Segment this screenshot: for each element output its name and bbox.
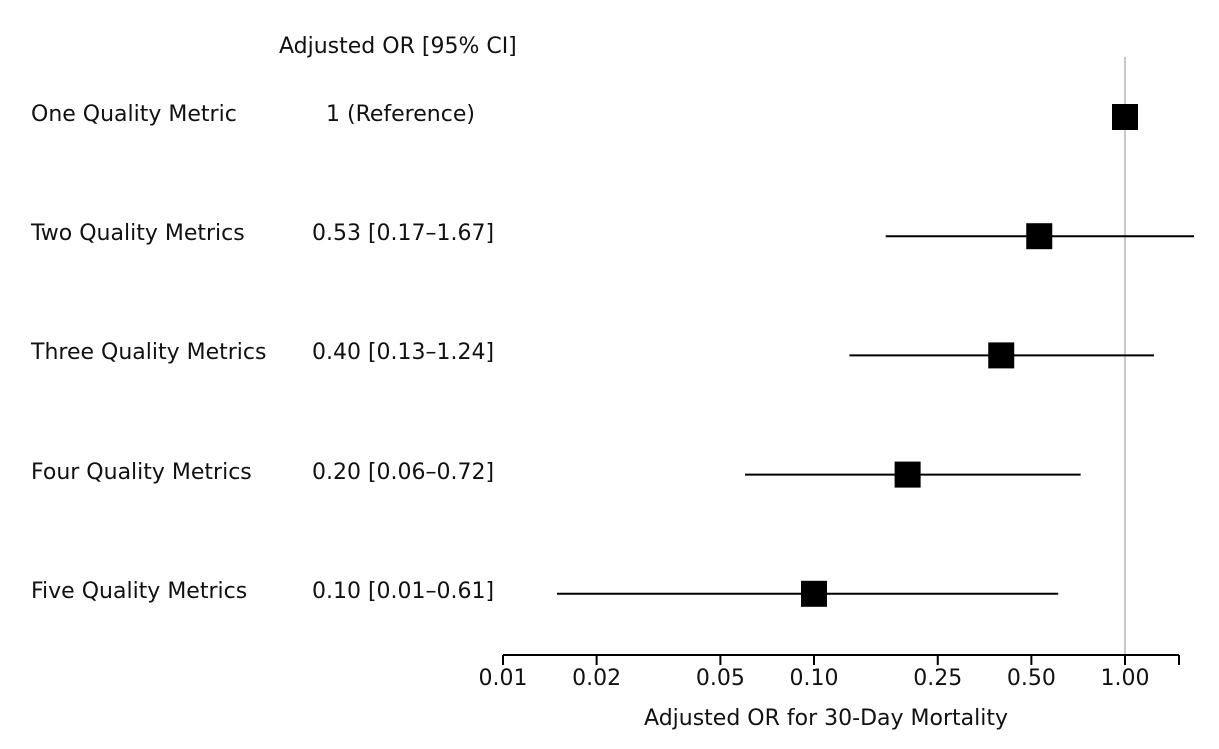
x-tick-label: 0.05 [696,666,745,691]
x-tick-label: 0.10 [790,666,839,691]
row-estimate: 0.53 [0.17–1.67] [312,221,495,247]
or-marker [1026,223,1053,250]
row-estimate: 0.10 [0.01–0.61] [312,578,495,604]
row-estimate: 0.20 [0.06–0.72] [312,459,495,485]
or-marker [801,580,827,607]
row-estimate: 0.40 [0.13–1.24] [312,340,495,366]
or-marker [1112,104,1138,130]
x-tick-label: 0.01 [479,666,528,691]
x-tick-label: 0.50 [1007,666,1056,691]
row-estimate: 1 (Reference) [326,102,475,127]
row-label: Two Quality Metrics [31,221,245,247]
row-label: Four Quality Metrics [31,459,252,485]
or-marker [988,342,1015,369]
x-tick-label: 1.00 [1101,666,1150,691]
row-label: Three Quality Metrics [31,340,267,366]
x-tick-label: 0.25 [913,666,962,691]
column-header: Adjusted OR [95% CI] [279,34,517,59]
x-tick-label: 0.02 [572,666,621,691]
row-label: Five Quality Metrics [31,578,248,604]
x-axis-title: Adjusted OR for 30-Day Mortality [644,706,1008,731]
row-label: One Quality Metric [31,102,237,127]
or-marker [894,461,921,488]
